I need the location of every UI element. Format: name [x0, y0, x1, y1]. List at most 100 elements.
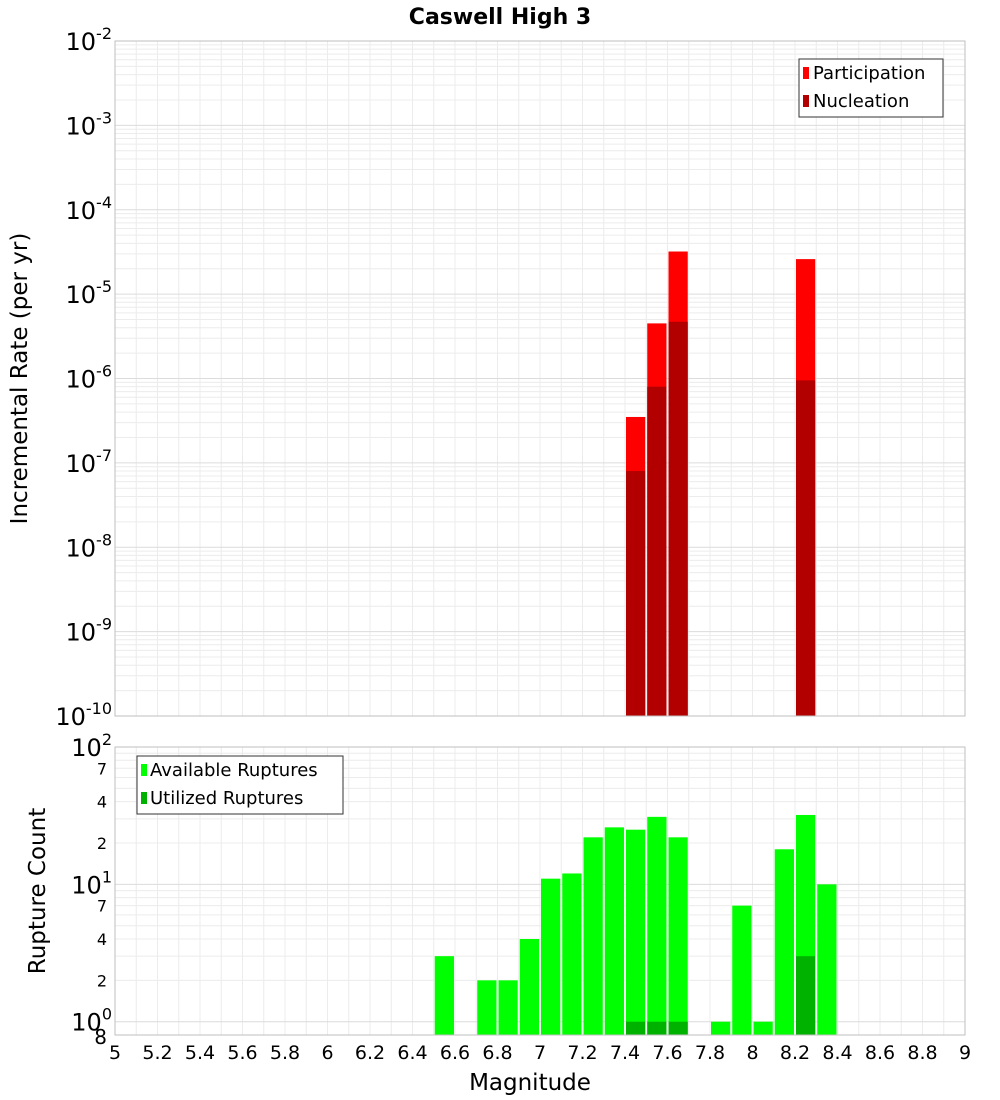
- x-tick-label: 8.8: [907, 1042, 937, 1064]
- x-tick-label: 7.2: [567, 1042, 597, 1064]
- bar-available-ruptures: [477, 980, 497, 1035]
- top-y-tick-label-base: 10: [66, 112, 97, 140]
- top-y-tick-label: 10-6: [66, 362, 113, 394]
- bottom-plot-frame: [114, 746, 966, 1036]
- x-tick-label: 6.4: [397, 1042, 427, 1064]
- legend-label-nucleation: Nucleation: [813, 91, 909, 112]
- top-y-tick-label: 10-7: [66, 446, 113, 478]
- x-tick-label: 5.2: [142, 1042, 172, 1064]
- top-y-tick-label: 10-4: [66, 193, 113, 225]
- top-y-tick-label-exponent: -5: [96, 277, 112, 296]
- legend-label-available-ruptures: Available Ruptures: [150, 760, 318, 781]
- x-tick-label: 6.2: [355, 1042, 385, 1064]
- top-y-tick-label: 10-5: [66, 277, 113, 309]
- top-y-tick-label: 10-3: [66, 108, 113, 140]
- bar-nucleation: [647, 386, 667, 716]
- top-y-tick-label: 10-8: [66, 530, 113, 562]
- legend-label-utilized-ruptures: Utilized Ruptures: [150, 788, 303, 809]
- x-tick-label: 8.2: [780, 1042, 810, 1064]
- bar-nucleation: [796, 380, 816, 716]
- bar-available-ruptures: [668, 837, 688, 1035]
- top-y-tick-label-base: 10: [66, 534, 97, 562]
- x-tick-label: 6: [321, 1042, 333, 1064]
- top-y-tick-label-exponent: -4: [96, 193, 112, 212]
- top-y-tick-label-base: 10: [66, 366, 97, 394]
- top-y-tick-label-exponent: -10: [86, 699, 112, 718]
- top-y-axis-label: Incremental Rate (per yr): [7, 233, 33, 525]
- bar-nucleation: [668, 321, 688, 716]
- bottom-y-tick-label: 7: [97, 897, 107, 916]
- bottom-y-tick-label: 7: [97, 759, 107, 778]
- top-y-tick-label-exponent: -7: [96, 446, 112, 465]
- bar-available-ruptures: [753, 1021, 773, 1035]
- top-y-tick-label-exponent: -3: [96, 108, 112, 127]
- top-y-tick-label-exponent: -9: [96, 615, 112, 634]
- top-series-nucleation: [626, 321, 816, 716]
- legend-swatch-nucleation: [803, 95, 809, 107]
- top-y-tick-label-base: 10: [66, 619, 97, 647]
- x-tick-label: 6.8: [482, 1042, 512, 1064]
- top-legend-box: [798, 58, 944, 118]
- bottom-y-tick-label-exponent: 2: [102, 730, 112, 749]
- x-tick-label: 8.4: [822, 1042, 852, 1064]
- bar-available-ruptures: [541, 878, 561, 1035]
- x-tick-label: 8.6: [865, 1042, 895, 1064]
- x-tick-label: 7.8: [695, 1042, 725, 1064]
- x-tick-label: 7.4: [610, 1042, 640, 1064]
- bottom-y-tick-label: 8: [94, 1025, 107, 1049]
- bottom-y-tick-label-base: 10: [71, 1009, 102, 1037]
- bottom-y-axis-label: Rupture Count: [25, 808, 51, 974]
- bar-available-ruptures: [774, 849, 794, 1035]
- bar-available-ruptures: [562, 873, 582, 1035]
- top-y-tick-label-exponent: -2: [96, 24, 112, 43]
- legend-swatch-utilized-ruptures: [141, 792, 147, 804]
- bar-utilized-ruptures: [626, 1021, 646, 1035]
- x-axis-label: Magnitude: [469, 1070, 591, 1096]
- bottom-y-tick-label-exponent: 0: [102, 1005, 112, 1024]
- chart-title: Caswell High 3: [409, 5, 591, 30]
- legend-swatch-participation: [803, 67, 809, 79]
- bottom-y-tick-label: 4: [97, 793, 107, 812]
- bottom-y-tick-label-base: 10: [71, 871, 102, 899]
- bar-available-ruptures: [626, 829, 646, 1035]
- bar-available-ruptures: [711, 1021, 731, 1035]
- x-tick-label: 5.8: [270, 1042, 300, 1064]
- bar-available-ruptures: [583, 837, 603, 1035]
- x-tick-label: 7: [534, 1042, 546, 1064]
- bottom-legend: Available Ruptures Utilized Ruptures: [136, 755, 344, 815]
- top-y-tick-label-exponent: -6: [96, 362, 112, 381]
- bottom-y-tick-label-base: 10: [71, 734, 102, 762]
- x-tick-label: 8: [746, 1042, 758, 1064]
- top-y-tick-label-base: 10: [55, 703, 86, 731]
- bar-nucleation: [626, 471, 646, 716]
- top-y-tick-label: 10-10: [55, 699, 112, 731]
- x-tick-label: 5.6: [227, 1042, 257, 1064]
- top-legend: Participation Nucleation: [798, 58, 944, 118]
- top-y-tick-label-base: 10: [66, 197, 97, 225]
- x-tick-label: 7.6: [652, 1042, 682, 1064]
- bar-available-ruptures: [519, 939, 539, 1035]
- top-y-tick-label: 10-9: [66, 615, 113, 647]
- bar-utilized-ruptures: [796, 956, 816, 1035]
- bar-available-ruptures: [434, 956, 454, 1035]
- bar-available-ruptures: [604, 827, 624, 1035]
- bottom-y-tick-label: 2: [97, 834, 107, 853]
- top-gridlines: [114, 41, 966, 717]
- bar-available-ruptures: [647, 816, 667, 1035]
- bottom-series-available-ruptures: [434, 814, 837, 1035]
- top-plot-frame: [114, 40, 966, 717]
- bottom-y-tick-label: 4: [97, 930, 107, 949]
- bottom-y-tick-label-exponent: 1: [102, 867, 112, 886]
- top-y-tick-label-base: 10: [66, 28, 97, 56]
- bottom-y-tick-label: 2: [97, 971, 107, 990]
- legend-label-participation: Participation: [813, 63, 925, 84]
- bottom-legend-box: [136, 755, 344, 815]
- x-tick-label: 5: [109, 1042, 121, 1064]
- bottom-y-tick-label: 101: [71, 867, 112, 899]
- bottom-y-tick-label: 100: [71, 1005, 112, 1037]
- bar-available-ruptures: [732, 905, 752, 1035]
- bar-available-ruptures: [498, 980, 518, 1035]
- legend-swatch-available-ruptures: [141, 764, 147, 776]
